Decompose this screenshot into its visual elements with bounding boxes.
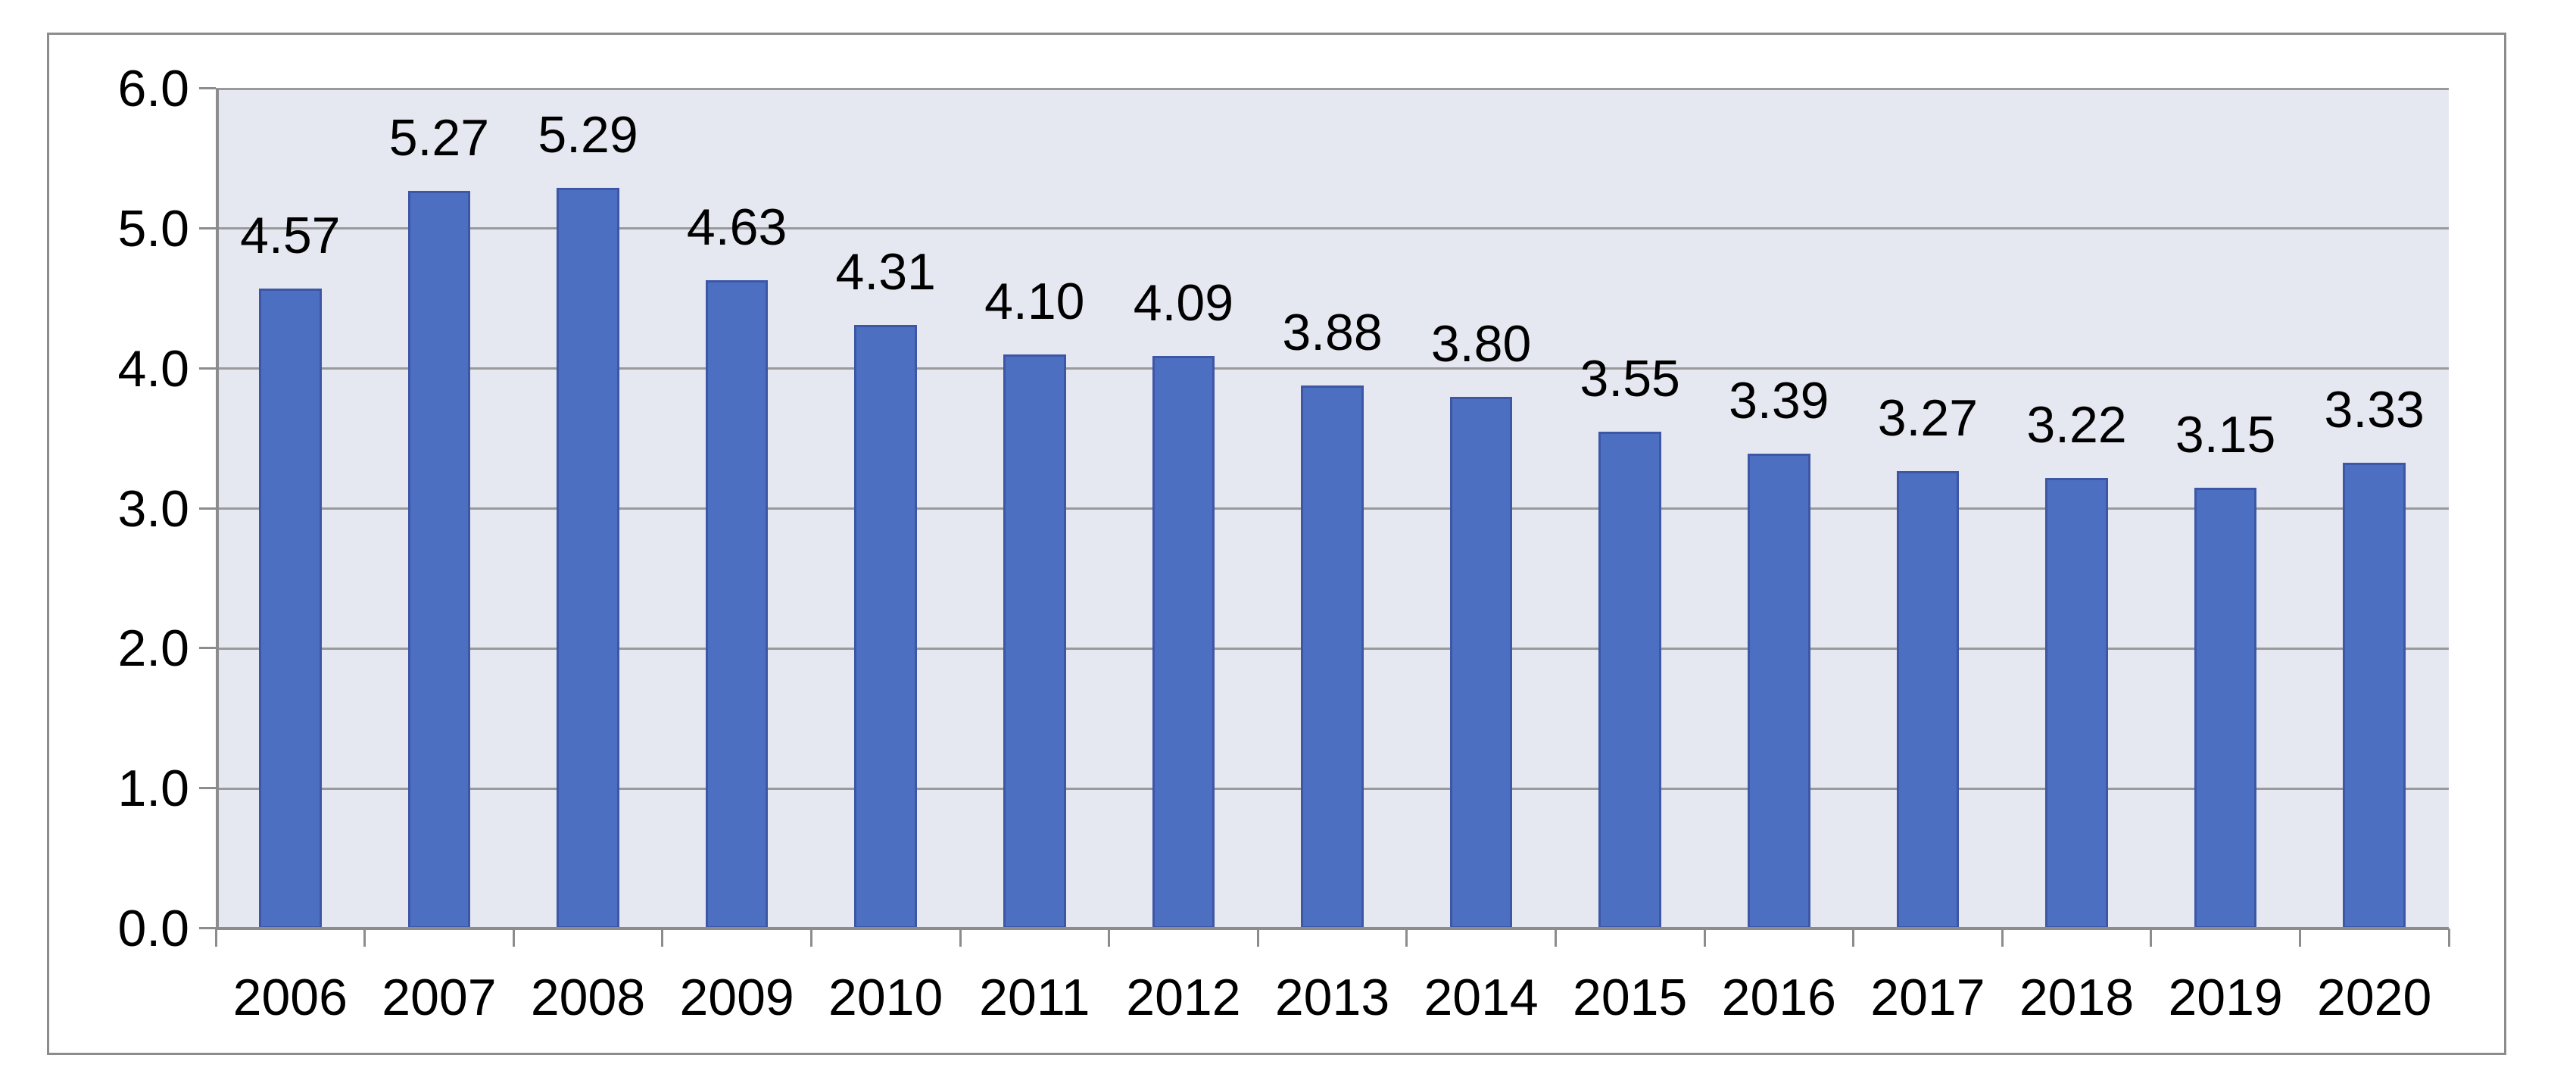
y-axis-tick-mark bbox=[199, 367, 216, 370]
x-axis-tick-mark bbox=[214, 929, 217, 947]
x-axis-tick-mark bbox=[1108, 929, 1111, 947]
bar bbox=[1598, 431, 1661, 929]
y-tick-label: 6.0 bbox=[117, 60, 189, 117]
bar bbox=[705, 280, 769, 929]
bar bbox=[1896, 470, 1960, 929]
bar-value-label: 3.80 bbox=[1430, 314, 1532, 373]
x-tick-label: 2010 bbox=[828, 969, 943, 1026]
x-axis-tick-mark bbox=[1703, 929, 1706, 947]
bar bbox=[1152, 356, 1215, 929]
bar bbox=[2194, 487, 2257, 929]
x-axis-tick-mark bbox=[1554, 929, 1557, 947]
bar-value-label: 3.55 bbox=[1580, 349, 1680, 407]
x-axis-tick-mark bbox=[1852, 929, 1855, 947]
gridline bbox=[216, 367, 2449, 370]
bar-value-label: 3.15 bbox=[2175, 405, 2276, 464]
bar bbox=[557, 188, 619, 929]
x-tick-label: 2015 bbox=[1573, 969, 1688, 1026]
y-axis-tick-mark bbox=[199, 507, 216, 510]
bar bbox=[2045, 477, 2108, 929]
bar bbox=[1003, 354, 1066, 929]
x-tick-label: 2019 bbox=[2168, 969, 2283, 1026]
x-axis-tick-mark bbox=[661, 929, 664, 947]
gridline bbox=[216, 227, 2449, 230]
y-tick-label: 4.0 bbox=[117, 339, 189, 398]
bar bbox=[1301, 385, 1364, 929]
x-tick-label: 2009 bbox=[679, 969, 794, 1026]
x-tick-label: 2006 bbox=[232, 969, 348, 1026]
x-axis-line bbox=[216, 927, 2449, 930]
x-tick-label: 2020 bbox=[2317, 969, 2432, 1026]
bar-value-label: 5.27 bbox=[388, 108, 490, 167]
gridline bbox=[216, 87, 2449, 90]
bar-value-label: 3.27 bbox=[1877, 389, 1979, 447]
bar bbox=[854, 325, 917, 929]
x-axis-tick-mark bbox=[1405, 929, 1408, 947]
bar-value-label: 4.63 bbox=[686, 198, 787, 257]
bar-value-label: 3.39 bbox=[1729, 372, 1829, 430]
y-tick-label: 0.0 bbox=[117, 900, 189, 957]
x-axis-tick-mark bbox=[363, 929, 366, 947]
x-tick-label: 2007 bbox=[382, 969, 497, 1026]
bar-value-label: 3.33 bbox=[2324, 380, 2425, 439]
bar-value-label: 4.31 bbox=[835, 243, 936, 301]
x-tick-label: 2014 bbox=[1424, 969, 1539, 1026]
y-axis-tick-mark bbox=[199, 647, 216, 650]
x-axis-tick-mark bbox=[809, 929, 812, 947]
bar-value-label: 3.22 bbox=[2026, 395, 2127, 454]
bar bbox=[259, 289, 322, 929]
bar-value-label: 4.09 bbox=[1133, 274, 1234, 332]
y-axis-line bbox=[216, 89, 219, 929]
y-axis-tick-mark bbox=[199, 927, 216, 929]
bar bbox=[1748, 454, 1810, 929]
x-axis-tick-mark bbox=[2150, 929, 2153, 947]
x-axis-tick-mark bbox=[959, 929, 962, 947]
x-tick-label: 2013 bbox=[1274, 969, 1390, 1026]
bar bbox=[407, 190, 471, 929]
bar-value-label: 3.88 bbox=[1282, 303, 1383, 361]
y-axis-tick-mark bbox=[199, 226, 216, 229]
bar-value-label: 5.29 bbox=[538, 106, 638, 164]
x-tick-label: 2017 bbox=[1870, 969, 1985, 1026]
x-tick-label: 2018 bbox=[2019, 969, 2135, 1026]
bar-value-label: 4.57 bbox=[240, 207, 341, 265]
x-tick-label: 2008 bbox=[530, 969, 646, 1026]
x-tick-label: 2016 bbox=[1721, 969, 1836, 1026]
y-tick-label: 2.0 bbox=[117, 620, 189, 678]
x-tick-label: 2012 bbox=[1126, 969, 1241, 1026]
bar bbox=[2343, 462, 2406, 929]
bar-value-label: 4.10 bbox=[984, 273, 1085, 331]
x-axis-tick-mark bbox=[2298, 929, 2301, 947]
y-axis-tick-mark bbox=[199, 787, 216, 790]
x-axis-tick-mark bbox=[1256, 929, 1259, 947]
y-tick-label: 1.0 bbox=[117, 760, 189, 818]
y-tick-label: 5.0 bbox=[117, 199, 189, 258]
x-axis-tick-mark bbox=[2001, 929, 2004, 947]
y-axis-tick-mark bbox=[199, 87, 216, 89]
x-axis-tick-mark bbox=[512, 929, 515, 947]
x-axis-tick-mark bbox=[2447, 929, 2450, 947]
x-tick-label: 2011 bbox=[979, 969, 1090, 1026]
y-tick-label: 3.0 bbox=[117, 479, 189, 538]
bar bbox=[1449, 396, 1513, 929]
